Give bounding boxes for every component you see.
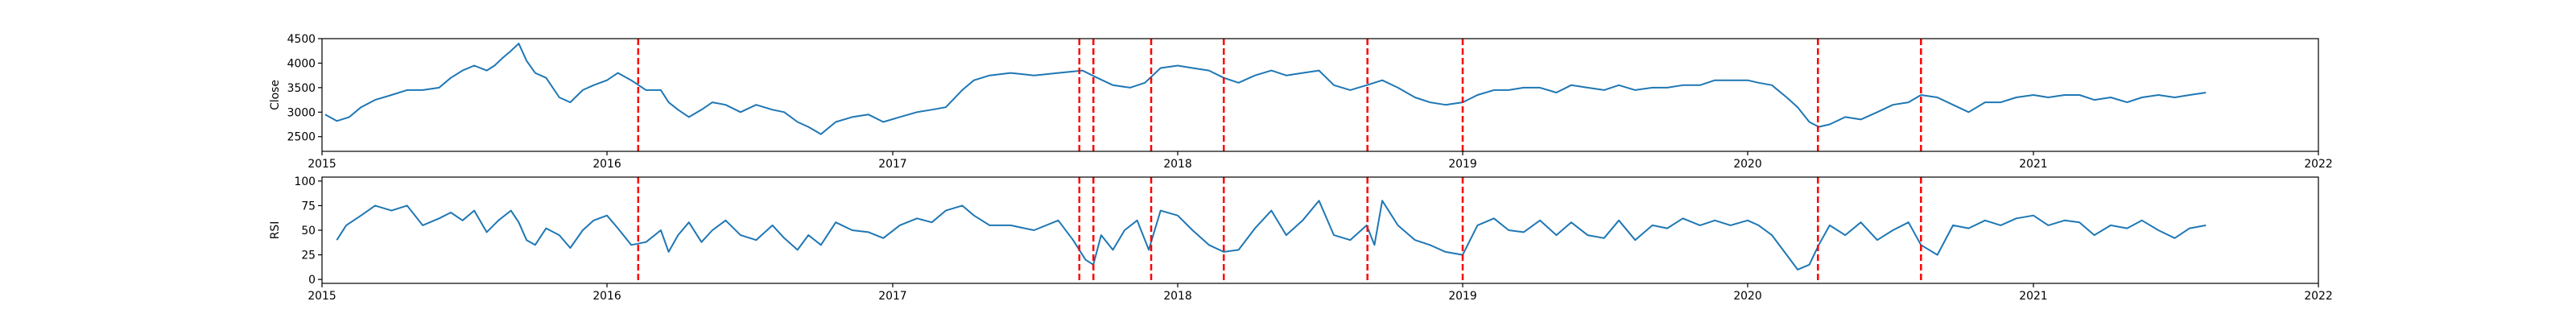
x-tick-label: 2020 bbox=[1733, 158, 1761, 171]
rsi-panel: 2015 2016 2017 2018 2019 2020 2021 2022 0 25 50 75 1… bbox=[269, 175, 2333, 303]
y-tick-label: 3000 bbox=[287, 106, 316, 119]
y-axis-label: RSI bbox=[269, 221, 282, 240]
y-tick-label: 3500 bbox=[287, 82, 316, 95]
x-tick-label: 2017 bbox=[878, 290, 906, 303]
y-tick-label: 4500 bbox=[287, 33, 316, 46]
x-tick-label: 2016 bbox=[592, 158, 621, 171]
x-tick-label: 2017 bbox=[878, 158, 906, 171]
x-tick-label: 2015 bbox=[308, 290, 336, 303]
y-tick-label: 100 bbox=[294, 175, 316, 188]
y-tick-label: 50 bbox=[301, 225, 316, 237]
x-tick-label: 2021 bbox=[2019, 158, 2047, 171]
x-tick-label: 2020 bbox=[1733, 290, 1761, 303]
y-tick-label: 25 bbox=[301, 250, 316, 262]
x-tick-label: 2018 bbox=[1163, 290, 1191, 303]
y-axis-label: Close bbox=[269, 80, 282, 110]
x-tick-label: 2021 bbox=[2019, 290, 2047, 303]
x-tick-label: 2022 bbox=[2304, 290, 2332, 303]
axes-frame bbox=[321, 38, 2319, 152]
x-tick-label: 2018 bbox=[1163, 158, 1191, 171]
y-tick-label: 0 bbox=[308, 274, 316, 287]
y-tick-label: 75 bbox=[301, 200, 316, 213]
x-tick-label: 2019 bbox=[1448, 290, 1476, 303]
x-tick-label: 2015 bbox=[308, 158, 336, 171]
series-line bbox=[324, 43, 2207, 135]
x-tick-label: 2019 bbox=[1448, 158, 1476, 171]
x-tick-label: 2022 bbox=[2304, 158, 2332, 171]
series-line bbox=[336, 200, 2207, 270]
y-tick-label: 2500 bbox=[287, 131, 316, 144]
y-tick-label: 4000 bbox=[287, 57, 316, 70]
x-tick-label: 2016 bbox=[592, 290, 621, 303]
close-price-panel: 2015 2016 2017 2018 2019 2020 2021 2022 2500 3000… bbox=[269, 33, 2333, 171]
